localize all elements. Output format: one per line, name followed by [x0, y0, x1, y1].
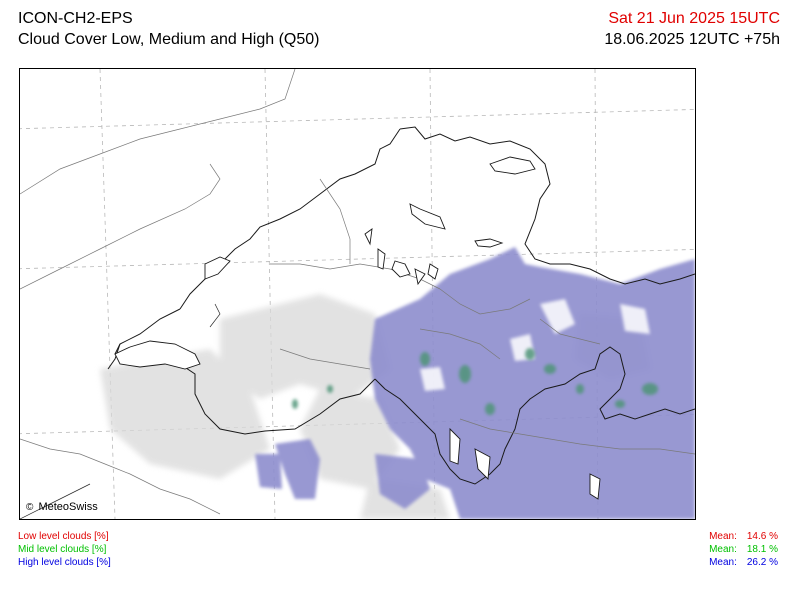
legend-low-label: Low level clouds [%]: [18, 531, 109, 542]
mean-mid-row: Mean: 18.1 %: [709, 543, 778, 556]
mid-cloud-layer: [292, 348, 658, 415]
regional-borders: [20, 69, 695, 515]
cloud-cover-map: [20, 69, 695, 519]
mean-low-row: Mean: 14.6 %: [709, 530, 778, 543]
map-credit: © MeteoSwiss: [26, 501, 98, 513]
chart-title-block: ICON-CH2-EPS Cloud Cover Low, Medium and…: [18, 8, 319, 50]
valid-time: Sat 21 Jun 2025 15UTC: [608, 10, 780, 27]
mean-high-row: Mean: 26.2 %: [709, 556, 778, 569]
copyright-icon: ©: [26, 502, 34, 513]
map-frame: © MeteoSwiss: [19, 68, 696, 520]
mean-mid-label: Mean:: [709, 544, 737, 555]
run-time: 18.06.2025 12UTC +75h: [604, 31, 780, 48]
model-name: ICON-CH2-EPS: [18, 10, 133, 27]
time-block: Sat 21 Jun 2025 15UTC 18.06.2025 12UTC +…: [604, 8, 780, 50]
mean-low-value: 14.6 %: [746, 531, 778, 542]
legend-mid-label: Mid level clouds [%]: [18, 544, 107, 555]
mean-mid-value: 18.1 %: [746, 544, 778, 555]
mean-high-value: 26.2 %: [746, 557, 778, 568]
mean-high-label: Mean:: [709, 557, 737, 568]
mean-low-label: Mean:: [709, 531, 737, 542]
credit-label: MeteoSwiss: [38, 501, 98, 513]
legend: Low level clouds [%] Mid level clouds [%…: [18, 530, 111, 569]
legend-high-label: High level clouds [%]: [18, 557, 111, 568]
rivers: [20, 303, 221, 519]
lakes: [114, 156, 601, 500]
mean-values: Mean: 14.6 % Mean: 18.1 % Mean: 26.2 %: [709, 530, 778, 569]
product-name: Cloud Cover Low, Medium and High (Q50): [18, 31, 320, 48]
